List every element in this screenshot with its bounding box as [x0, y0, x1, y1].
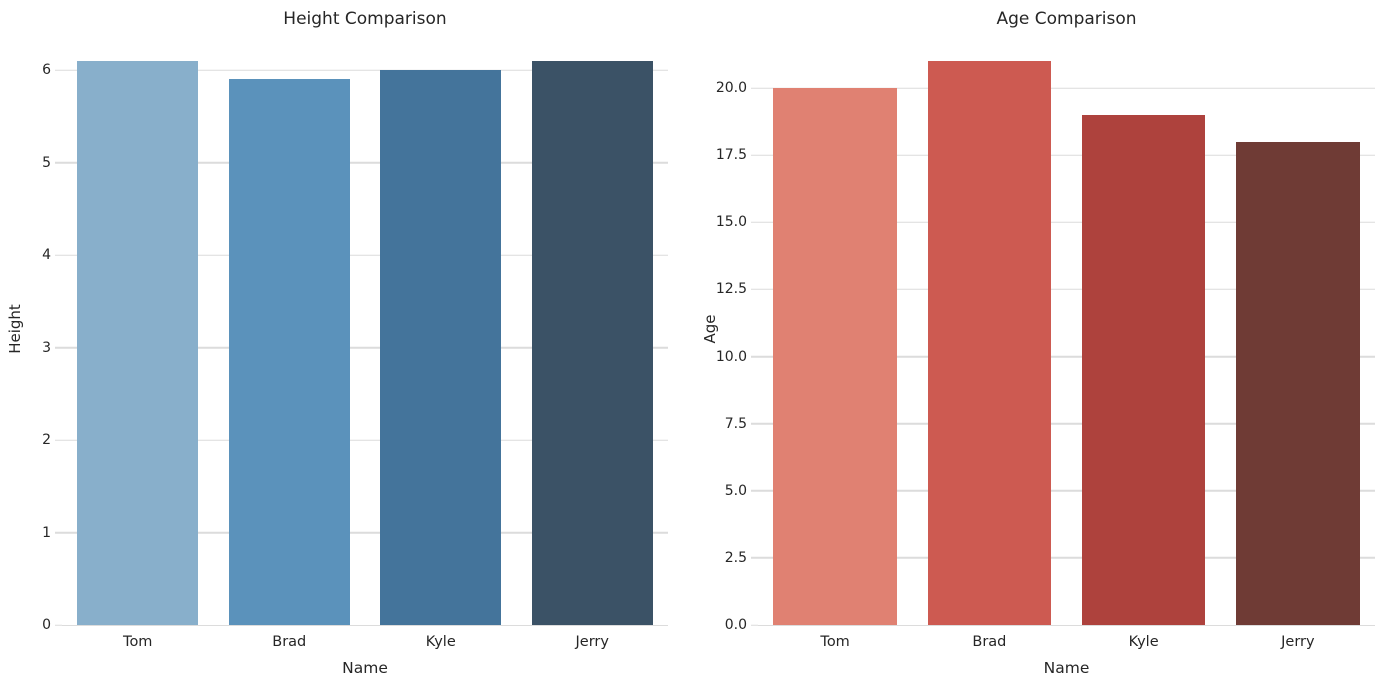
y-tick-mark — [55, 161, 62, 164]
bar-brad — [927, 61, 1052, 625]
y-axis: 0.0 2.5 5.0 7.5 10.0 12.5 15.0 17.5 20.0 — [695, 33, 758, 632]
y-axis: 0 1 2 3 4 5 6 — [0, 33, 62, 632]
x-axis: Tom Brad Kyle Jerry — [62, 634, 668, 651]
bar-slot — [62, 33, 214, 625]
bar-slot — [758, 33, 912, 625]
bar-slot — [1221, 33, 1375, 625]
gridline — [758, 355, 1375, 358]
y-tick-label: 2 — [42, 432, 51, 448]
y-tick-label: 3 — [42, 339, 51, 356]
x-axis-label: Name — [1043, 659, 1090, 677]
y-tick-label: 2.5 — [724, 549, 747, 566]
y-tick-label: 10.0 — [715, 348, 747, 365]
gridline — [758, 87, 1375, 89]
gridline — [62, 69, 668, 71]
gridline — [758, 288, 1375, 291]
y-tick-label: 7.5 — [724, 415, 747, 432]
bar-slot — [912, 33, 1066, 625]
y-tick-label: 5 — [42, 154, 51, 171]
gridline — [758, 422, 1375, 425]
y-tick-label: 17.5 — [715, 147, 747, 164]
y-tick-mark — [55, 624, 62, 626]
y-tick-mark — [751, 355, 758, 358]
gridline — [62, 346, 668, 349]
gridline — [62, 254, 668, 256]
x-axis: Tom Brad Kyle Jerry — [758, 634, 1375, 651]
y-tick-mark — [55, 531, 62, 534]
plot-area — [62, 33, 668, 626]
y-tick-label: 5.0 — [724, 482, 747, 499]
bar-group — [758, 33, 1375, 625]
x-category-label: Kyle — [425, 634, 456, 650]
y-tick-mark — [751, 87, 758, 89]
y-tick-label: 0 — [42, 617, 51, 633]
x-category-label: Kyle — [1128, 634, 1159, 650]
y-tick-label: 0.0 — [724, 617, 747, 633]
bar-slot — [214, 33, 366, 625]
y-tick-mark — [55, 346, 62, 349]
y-tick-mark — [751, 221, 758, 224]
y-tick-label: 12.5 — [715, 281, 747, 298]
bar-slot — [517, 33, 669, 625]
y-tick-label: 20.0 — [715, 80, 747, 97]
y-tick-mark — [55, 69, 62, 71]
y-tick-mark — [751, 624, 758, 626]
x-axis-label: Name — [342, 659, 388, 677]
y-tick-mark — [751, 288, 758, 291]
plot-area — [758, 33, 1375, 626]
bar-tom — [773, 88, 897, 625]
bar-slot — [1067, 33, 1221, 625]
bar-kyle — [380, 70, 502, 625]
bar-jerry — [531, 60, 653, 625]
x-category-label: Brad — [272, 634, 307, 650]
y-tick-mark — [751, 557, 758, 559]
chart-title: Age Comparison — [996, 9, 1137, 29]
gridline — [758, 490, 1375, 492]
gridline — [62, 439, 668, 441]
y-tick-label: 4 — [42, 247, 51, 263]
chart-title: Height Comparison — [283, 9, 447, 29]
y-tick-mark — [751, 422, 758, 425]
x-category-label: Tom — [820, 634, 850, 650]
gridline — [62, 161, 668, 164]
gridline — [62, 531, 668, 534]
y-tick-mark — [751, 490, 758, 492]
bar-tom — [77, 60, 199, 625]
gridline — [758, 154, 1375, 156]
y-tick-mark — [751, 154, 758, 156]
bar-kyle — [1081, 114, 1206, 625]
gridline — [758, 557, 1375, 559]
bar-jerry — [1236, 141, 1360, 625]
x-category-label: Brad — [972, 634, 1007, 650]
bar-group — [62, 33, 668, 625]
y-tick-label: 15.0 — [715, 214, 747, 231]
x-category-label: Jerry — [575, 634, 609, 650]
gridline — [758, 221, 1375, 224]
x-category-label: Tom — [123, 634, 153, 650]
y-tick-label: 6 — [42, 62, 51, 78]
subplot-age-comparison: Age Comparison Age 0.0 2.5 5.0 7.5 10.0 12.5 1… — [695, 0, 1389, 690]
bar-slot — [365, 33, 517, 625]
x-category-label: Jerry — [1281, 634, 1315, 650]
y-tick-mark — [55, 439, 62, 441]
y-tick-label: 1 — [42, 524, 51, 541]
y-tick-mark — [55, 254, 62, 256]
bar-brad — [228, 79, 350, 625]
